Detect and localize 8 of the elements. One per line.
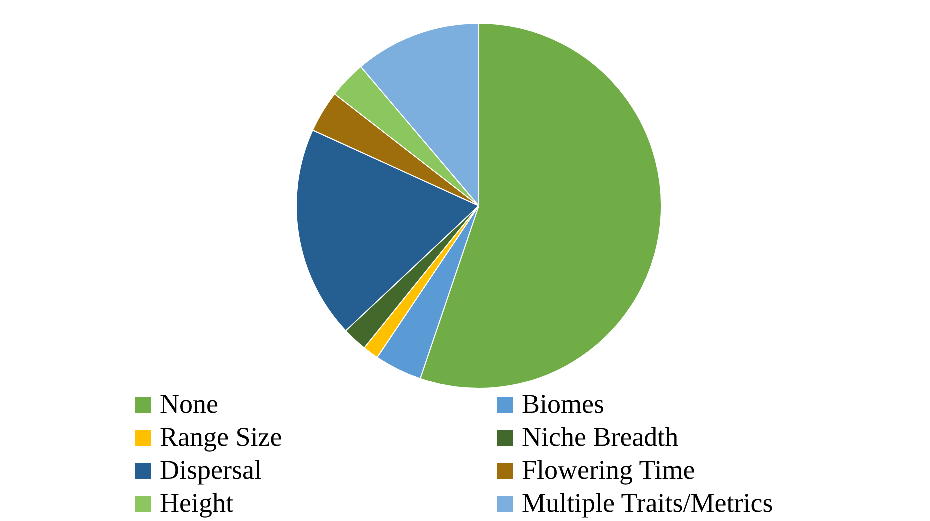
legend-label: Niche Breadth (522, 422, 679, 453)
legend-label: Multiple Traits/Metrics (522, 488, 774, 519)
legend-label: Range Size (160, 422, 282, 453)
legend-label: Biomes (522, 389, 605, 420)
legend-label: None (160, 389, 218, 420)
legend-label: Height (160, 488, 234, 519)
legend-label: Dispersal (160, 455, 262, 486)
legend-label: Flowering Time (522, 455, 696, 486)
